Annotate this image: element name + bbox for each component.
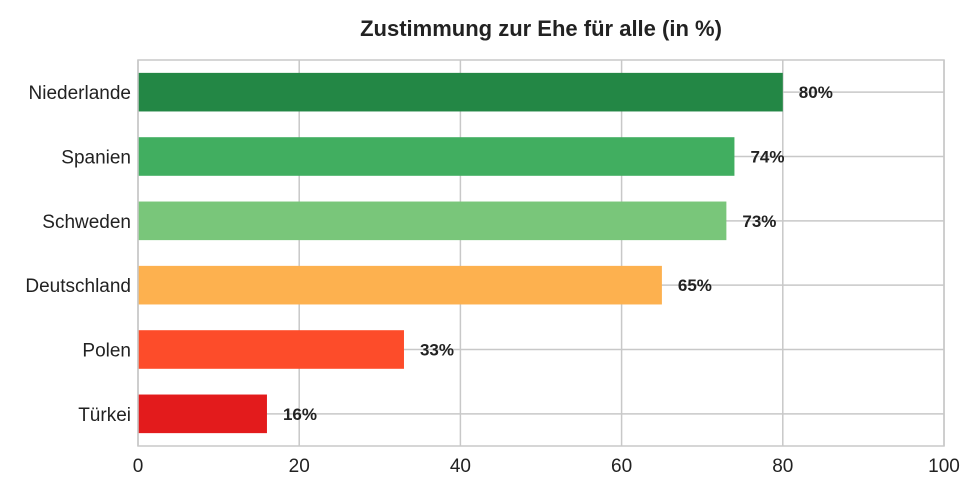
bar-niederlande [138,72,783,112]
bar-schweden [138,201,727,241]
x-tick-label: 20 [289,456,310,477]
bars [138,72,783,434]
x-tick-label: 80 [772,456,793,477]
data-labels: 80% 74% 73% 65% 33% 16% [283,83,833,424]
category-label: Spanien [61,148,131,169]
bar-türkei [138,394,267,434]
bar-spanien [138,137,735,176]
category-label: Niederlande [29,83,131,104]
x-tick-label: 60 [611,456,632,477]
x-tick-labels: 0 20 40 60 80 100 [133,456,960,477]
data-label: 16% [283,405,317,424]
data-label: 73% [742,212,776,231]
x-tick-label: 0 [133,456,144,477]
category-label: Schweden [42,212,131,233]
data-label: 65% [678,276,712,295]
category-label: Polen [82,341,131,362]
bar-polen [138,330,404,369]
plot-frame [137,59,945,447]
chart-title: Zustimmung zur Ehe für alle (in %) [360,16,722,41]
data-label: 33% [420,341,454,360]
data-label: 80% [799,83,833,102]
bar-deutschland [138,265,662,305]
grid-lines [137,60,945,446]
data-label: 74% [750,148,784,167]
category-label: Türkei [78,405,131,426]
x-tick-label: 100 [928,456,960,477]
x-tick-label: 40 [450,456,471,477]
category-label: Deutschland [25,276,131,297]
category-labels: Niederlande Spanien Schweden Deutschland Pol… [25,83,131,426]
